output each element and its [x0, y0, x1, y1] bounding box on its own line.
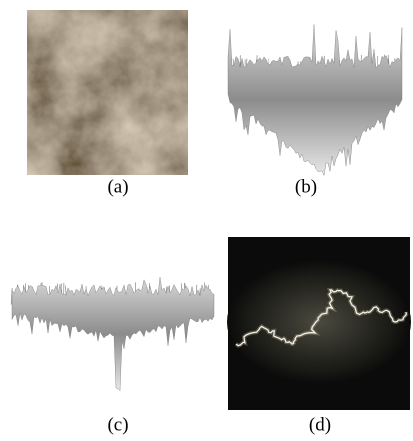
figure: (a) (b) (c) (d) — [0, 0, 413, 441]
surface — [12, 277, 214, 391]
caption: (c) — [107, 414, 128, 435]
panel-d: (d) — [227, 237, 411, 435]
panel-c: (c) — [11, 277, 214, 435]
caption: (a) — [107, 176, 128, 197]
surface — [228, 25, 402, 176]
panel-b: (b) — [228, 25, 402, 198]
panel-a: (a) — [27, 10, 188, 197]
fractal-glow — [227, 260, 411, 384]
texture-image — [27, 10, 188, 175]
caption: (b) — [295, 176, 317, 197]
caption: (d) — [309, 414, 331, 435]
page: {"figure": {"panels": [ {"caption": "(a)… — [0, 0, 413, 441]
